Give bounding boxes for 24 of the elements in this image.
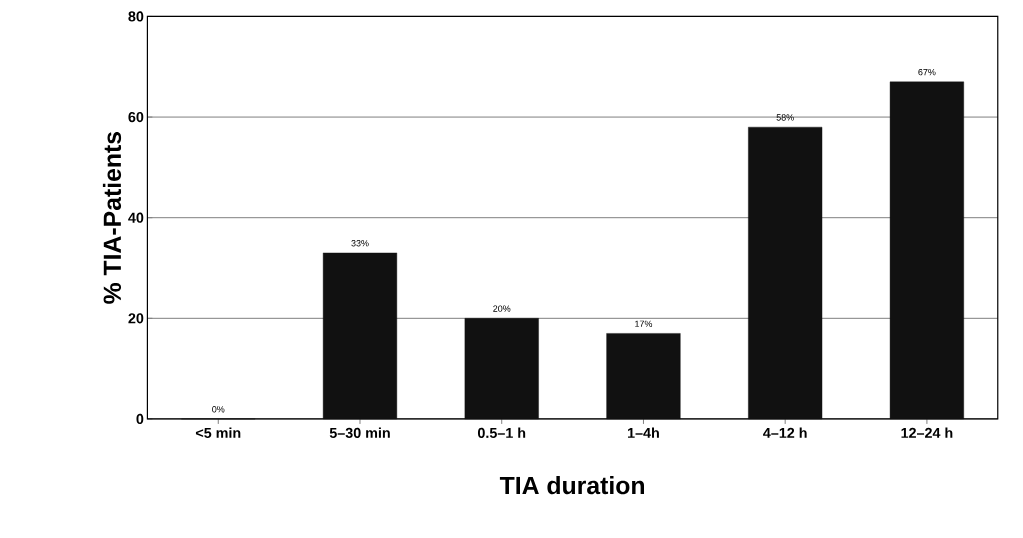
x-tick-label: 5–30 min (329, 427, 390, 438)
data-label: 17% (635, 320, 653, 327)
data-label: 20% (493, 305, 511, 312)
data-label: 33% (351, 240, 369, 247)
x-tick-label: 4–12 h (763, 427, 807, 438)
bar (889, 81, 964, 420)
x-tick-label: 12–24 h (901, 427, 953, 438)
bar (322, 252, 398, 420)
y-axis-title: % TIA-Patients (102, 131, 122, 304)
x-axis-title: TIA duration (499, 476, 645, 495)
y-tick-label: 0 (136, 413, 144, 425)
bar (606, 333, 681, 420)
data-label: 0% (212, 406, 225, 413)
x-tick-label: 1–4h (628, 427, 659, 438)
x-tick-label: <5 min (195, 427, 241, 438)
bar (748, 126, 823, 420)
data-label: 58% (776, 114, 794, 121)
y-tick-label: 20 (128, 313, 144, 324)
y-tick-label: 80 (128, 11, 144, 22)
bar (464, 318, 539, 420)
y-tick-label: 40 (128, 212, 144, 223)
x-tick-label: 0.5–1 h (477, 427, 526, 438)
data-label: 67% (918, 68, 936, 76)
y-tick-label: 60 (128, 111, 144, 123)
